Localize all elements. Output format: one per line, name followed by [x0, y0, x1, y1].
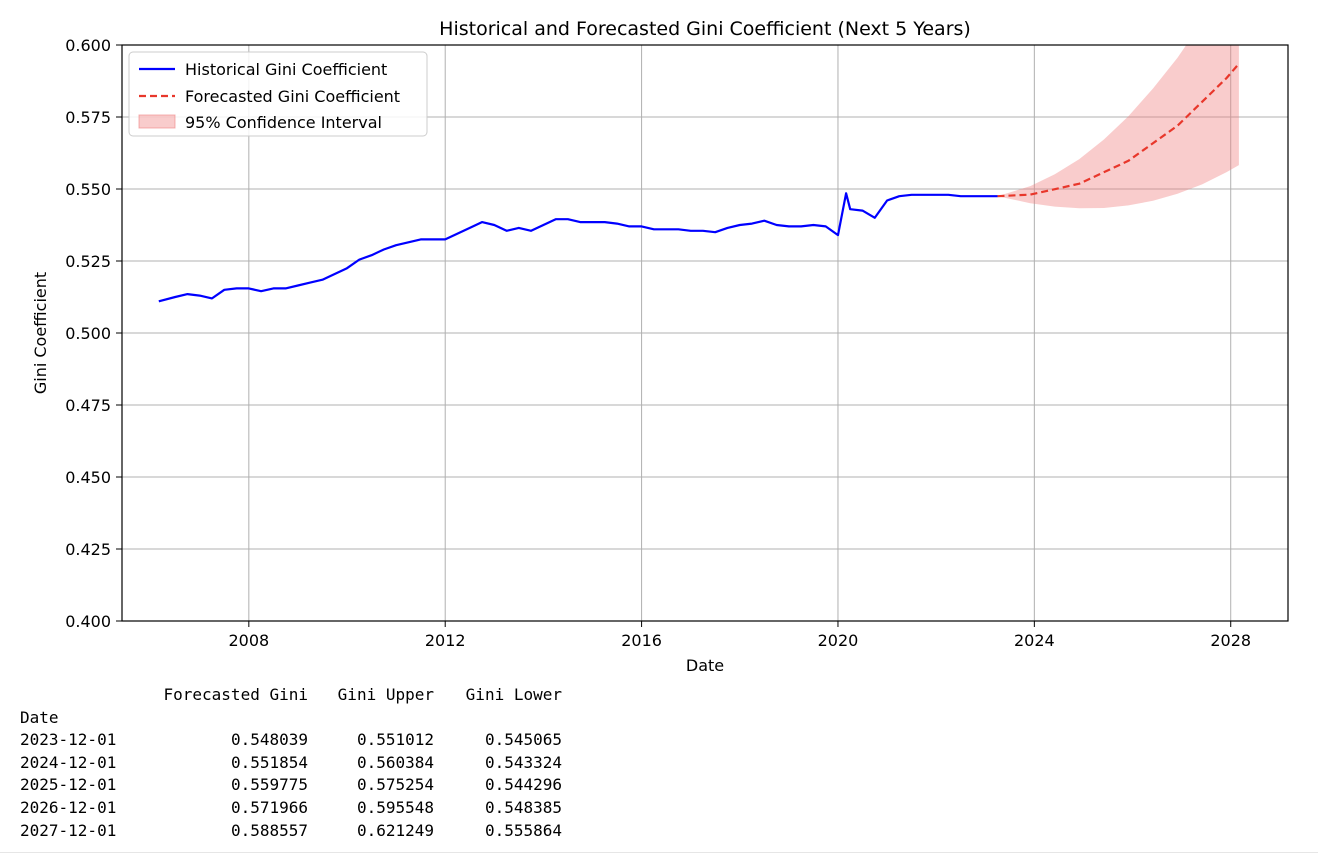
table-cell: 0.575254: [356, 775, 434, 795]
table-row: 2027-12-01 0.588557 0.621249 0.555864: [20, 820, 562, 843]
table-row: 2026-12-01 0.571966 0.595548 0.548385: [20, 797, 562, 820]
x-tick-label: 2012: [425, 631, 466, 650]
x-tick-label: 2028: [1210, 631, 1251, 650]
y-tick-label: 0.525: [65, 252, 111, 271]
table-cell-date: 2025-12-01: [20, 775, 117, 795]
table-cell: 0.595548: [356, 797, 434, 817]
table-header-cell: Gini Lower: [465, 685, 562, 704]
table-row: 2024-12-01 0.551854 0.560384 0.543324: [20, 752, 562, 775]
axis-ticks: 2008 2012 2016 2020 2024 2028 0.400 0.425 0.450 0…: [65, 36, 1251, 650]
y-tick-label: 0.475: [65, 396, 111, 415]
cell-divider: [0, 852, 1318, 853]
table-cell: 0.543324: [484, 752, 562, 772]
y-tick-label: 0.575: [65, 108, 111, 127]
chart-title: Historical and Forecasted Gini Coefficie…: [439, 18, 971, 40]
legend-interval-label: 95% Confidence Interval: [185, 113, 382, 132]
table-cell: 0.560384: [356, 752, 434, 772]
table-cell: 0.548385: [484, 797, 562, 817]
y-tick-label: 0.450: [65, 468, 111, 487]
table-index-name-row: Date: [20, 707, 562, 730]
table-row: 2025-12-01 0.559775 0.575254 0.544296: [20, 774, 562, 797]
table-cell: 0.545065: [484, 730, 562, 750]
y-tick-label: 0.425: [65, 540, 111, 559]
legend-forecast-label: Forecasted Gini Coefficient: [185, 87, 400, 106]
table-header-cell: Gini Upper: [337, 685, 434, 704]
y-tick-label: 0.550: [65, 180, 111, 199]
table-row: 2023-12-01 0.548039 0.551012 0.545065: [20, 729, 562, 752]
table-cell-date: 2024-12-01: [20, 752, 117, 772]
forecast-output-table: Forecasted Gini Gini Upper Gini Lower Da…: [20, 684, 562, 842]
y-tick-label: 0.400: [65, 612, 111, 631]
forecast-series-line: [997, 62, 1240, 198]
table-cell-date: 2026-12-01: [20, 797, 117, 817]
x-tick-label: 2008: [228, 631, 269, 650]
table-index-name: Date: [20, 707, 59, 727]
table-cell-date: 2027-12-01: [20, 820, 117, 840]
y-tick-label: 0.600: [65, 36, 111, 55]
x-tick-label: 2020: [818, 631, 859, 650]
table-cell: 0.559775: [230, 775, 308, 795]
table-header-row: Forecasted Gini Gini Upper Gini Lower: [20, 684, 563, 707]
table-cell: 0.621249: [356, 820, 434, 840]
legend-interval-swatch: [138, 114, 176, 129]
series-layer: [158, 62, 1240, 303]
legend-historical-label: Historical Gini Coefficient: [185, 60, 387, 79]
table-header-blank: [20, 684, 148, 707]
table-cell: 0.555864: [484, 820, 562, 840]
grid-lines: [122, 44, 1288, 622]
table-cell: 0.551012: [356, 730, 434, 750]
table-cell: 0.544296: [484, 775, 562, 795]
y-tick-label: 0.500: [65, 324, 111, 343]
gini-chart: 2008 2012 2016 2020 2024 2028 0.400 0.425 0.450 0…: [31, 18, 1289, 675]
table-cell: 0.551854: [230, 752, 308, 772]
table-cell: 0.588557: [230, 820, 308, 840]
legend: Historical Gini Coefficient Forecasted G…: [128, 51, 428, 137]
table-cell: 0.571966: [230, 797, 308, 817]
legend-box: [128, 51, 428, 137]
table-header-cell: Forecasted Gini: [163, 685, 309, 704]
x-tick-label: 2016: [621, 631, 662, 650]
x-axis-label: Date: [686, 656, 724, 675]
x-tick-label: 2024: [1014, 631, 1055, 650]
confidence-interval-band: [997, 45, 1239, 209]
y-axis-label: Gini Coefficient: [31, 272, 50, 394]
historical-series-line: [158, 192, 998, 303]
table-cell-date: 2023-12-01: [20, 730, 117, 750]
confidence-band-layer: [997, 45, 1239, 209]
table-cell: 0.548039: [230, 730, 308, 750]
